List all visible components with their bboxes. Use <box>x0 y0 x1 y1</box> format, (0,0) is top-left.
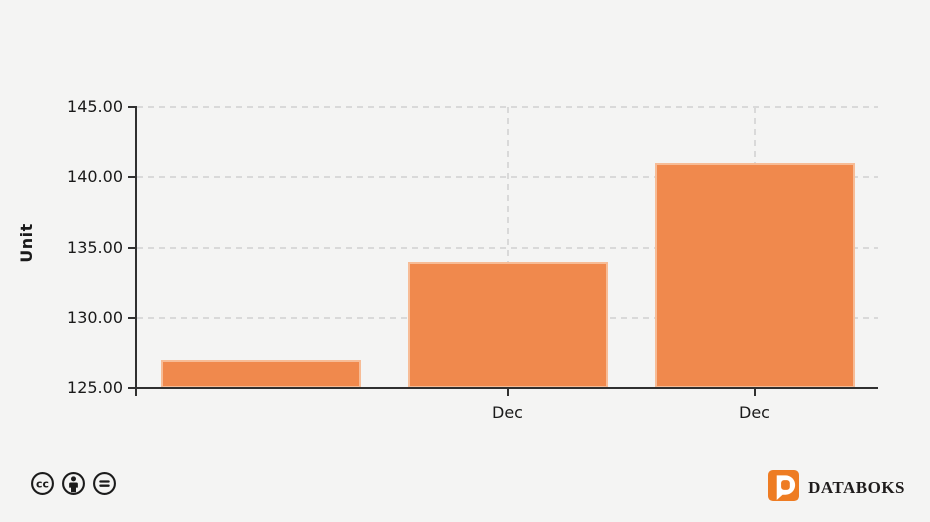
y-tick-mark <box>128 387 137 389</box>
y-tick-mark <box>128 316 137 319</box>
databoks-logo-text: DATABOKS <box>808 477 905 497</box>
x-tick-label: Dec <box>739 403 770 422</box>
nd-equals-icon <box>92 471 117 496</box>
y-axis-line <box>135 107 137 396</box>
x-tick-label: Dec <box>492 403 523 422</box>
y-tick-label: 125.00 <box>67 378 123 397</box>
y-tick-mark <box>128 106 137 108</box>
bar <box>654 163 855 388</box>
x-axis-line <box>135 387 878 389</box>
y-axis-title: Unit <box>17 223 36 263</box>
y-tick-label: 140.00 <box>67 167 123 187</box>
y-tick-label: 145.00 <box>67 97 123 116</box>
bar <box>160 359 361 388</box>
databoks-logo-icon <box>768 470 800 505</box>
y-tick-mark <box>128 246 137 249</box>
by-attribution-icon <box>61 471 86 496</box>
cc-icon: cc <box>30 471 55 496</box>
x-tick-mark <box>506 388 509 396</box>
y-tick-label: 135.00 <box>67 237 123 257</box>
y-tick-label: 130.00 <box>67 307 123 327</box>
y-tick-mark <box>128 176 137 179</box>
x-tick-mark <box>753 388 756 396</box>
bar <box>407 261 608 388</box>
svg-text:cc: cc <box>36 478 49 491</box>
databoks-logo: DATABOKS <box>768 470 905 505</box>
v-gridline <box>506 107 509 388</box>
license-icons: cc <box>30 471 117 496</box>
